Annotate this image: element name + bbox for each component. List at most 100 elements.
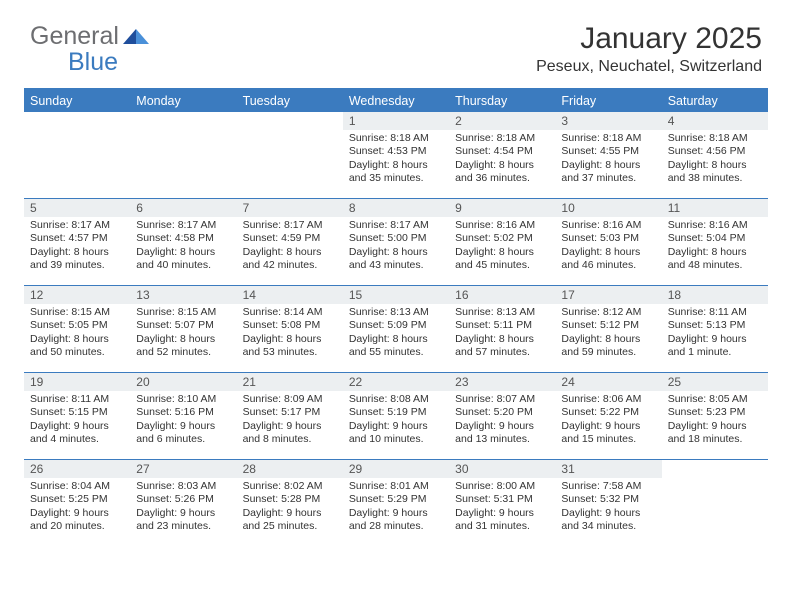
sunrise-text: Sunrise: 8:11 AM bbox=[668, 306, 762, 319]
sunrise-text: Sunrise: 7:58 AM bbox=[561, 480, 655, 493]
day-info: Sunrise: 8:18 AMSunset: 4:54 PMDaylight:… bbox=[449, 130, 555, 190]
sunset-text: Sunset: 4:58 PM bbox=[136, 232, 230, 245]
day-info: Sunrise: 8:18 AMSunset: 4:55 PMDaylight:… bbox=[555, 130, 661, 190]
sunrise-text: Sunrise: 8:16 AM bbox=[455, 219, 549, 232]
sunset-text: Sunset: 4:53 PM bbox=[349, 145, 443, 158]
sunrise-text: Sunrise: 8:16 AM bbox=[561, 219, 655, 232]
dayhead-tue: Tuesday bbox=[237, 90, 343, 112]
sunset-text: Sunset: 5:17 PM bbox=[243, 406, 337, 419]
sunrise-text: Sunrise: 8:18 AM bbox=[561, 132, 655, 145]
day-cell: 19Sunrise: 8:11 AMSunset: 5:15 PMDayligh… bbox=[24, 373, 130, 459]
day-header-row: Sunday Monday Tuesday Wednesday Thursday… bbox=[24, 90, 768, 112]
day-number: 10 bbox=[555, 199, 661, 217]
sunrise-text: Sunrise: 8:06 AM bbox=[561, 393, 655, 406]
weeks-container: 1Sunrise: 8:18 AMSunset: 4:53 PMDaylight… bbox=[24, 112, 768, 546]
sunrise-text: Sunrise: 8:00 AM bbox=[455, 480, 549, 493]
daylight-text: Daylight: 9 hours and 15 minutes. bbox=[561, 420, 655, 447]
sunset-text: Sunset: 5:20 PM bbox=[455, 406, 549, 419]
day-number: 9 bbox=[449, 199, 555, 217]
day-number: 16 bbox=[449, 286, 555, 304]
daylight-text: Daylight: 9 hours and 25 minutes. bbox=[243, 507, 337, 534]
day-number bbox=[662, 460, 768, 478]
day-number: 26 bbox=[24, 460, 130, 478]
day-info: Sunrise: 8:09 AMSunset: 5:17 PMDaylight:… bbox=[237, 391, 343, 451]
day-cell: 25Sunrise: 8:05 AMSunset: 5:23 PMDayligh… bbox=[662, 373, 768, 459]
week-row: 26Sunrise: 8:04 AMSunset: 5:25 PMDayligh… bbox=[24, 460, 768, 546]
day-cell: 23Sunrise: 8:07 AMSunset: 5:20 PMDayligh… bbox=[449, 373, 555, 459]
week-row: 19Sunrise: 8:11 AMSunset: 5:15 PMDayligh… bbox=[24, 373, 768, 460]
sunrise-text: Sunrise: 8:17 AM bbox=[243, 219, 337, 232]
sunrise-text: Sunrise: 8:05 AM bbox=[668, 393, 762, 406]
day-cell: 17Sunrise: 8:12 AMSunset: 5:12 PMDayligh… bbox=[555, 286, 661, 372]
brand-logo: General bbox=[30, 22, 149, 51]
sunset-text: Sunset: 5:16 PM bbox=[136, 406, 230, 419]
day-cell bbox=[662, 460, 768, 546]
day-info: Sunrise: 8:17 AMSunset: 4:57 PMDaylight:… bbox=[24, 217, 130, 277]
day-number: 12 bbox=[24, 286, 130, 304]
sunset-text: Sunset: 5:09 PM bbox=[349, 319, 443, 332]
day-cell: 20Sunrise: 8:10 AMSunset: 5:16 PMDayligh… bbox=[130, 373, 236, 459]
day-number: 30 bbox=[449, 460, 555, 478]
day-cell: 12Sunrise: 8:15 AMSunset: 5:05 PMDayligh… bbox=[24, 286, 130, 372]
day-cell: 26Sunrise: 8:04 AMSunset: 5:25 PMDayligh… bbox=[24, 460, 130, 546]
day-cell: 4Sunrise: 8:18 AMSunset: 4:56 PMDaylight… bbox=[662, 112, 768, 198]
sunrise-text: Sunrise: 8:17 AM bbox=[349, 219, 443, 232]
dayhead-thu: Thursday bbox=[449, 90, 555, 112]
sunrise-text: Sunrise: 8:08 AM bbox=[349, 393, 443, 406]
sunrise-text: Sunrise: 8:09 AM bbox=[243, 393, 337, 406]
daylight-text: Daylight: 9 hours and 10 minutes. bbox=[349, 420, 443, 447]
day-info: Sunrise: 8:04 AMSunset: 5:25 PMDaylight:… bbox=[24, 478, 130, 538]
day-number: 7 bbox=[237, 199, 343, 217]
day-cell: 21Sunrise: 8:09 AMSunset: 5:17 PMDayligh… bbox=[237, 373, 343, 459]
title-block: January 2025 Peseux, Neuchatel, Switzerl… bbox=[536, 22, 762, 76]
calendar: Sunday Monday Tuesday Wednesday Thursday… bbox=[24, 88, 768, 546]
day-info: Sunrise: 8:11 AMSunset: 5:15 PMDaylight:… bbox=[24, 391, 130, 451]
dayhead-fri: Friday bbox=[555, 90, 661, 112]
daylight-text: Daylight: 8 hours and 55 minutes. bbox=[349, 333, 443, 360]
daylight-text: Daylight: 8 hours and 45 minutes. bbox=[455, 246, 549, 273]
day-info: Sunrise: 8:10 AMSunset: 5:16 PMDaylight:… bbox=[130, 391, 236, 451]
day-cell: 14Sunrise: 8:14 AMSunset: 5:08 PMDayligh… bbox=[237, 286, 343, 372]
day-number: 13 bbox=[130, 286, 236, 304]
week-row: 1Sunrise: 8:18 AMSunset: 4:53 PMDaylight… bbox=[24, 112, 768, 199]
day-number: 2 bbox=[449, 112, 555, 130]
day-number: 24 bbox=[555, 373, 661, 391]
day-number: 1 bbox=[343, 112, 449, 130]
day-cell: 31Sunrise: 7:58 AMSunset: 5:32 PMDayligh… bbox=[555, 460, 661, 546]
day-cell: 5Sunrise: 8:17 AMSunset: 4:57 PMDaylight… bbox=[24, 199, 130, 285]
sunset-text: Sunset: 5:31 PM bbox=[455, 493, 549, 506]
sunrise-text: Sunrise: 8:16 AM bbox=[668, 219, 762, 232]
sunrise-text: Sunrise: 8:18 AM bbox=[668, 132, 762, 145]
day-info: Sunrise: 8:02 AMSunset: 5:28 PMDaylight:… bbox=[237, 478, 343, 538]
sunset-text: Sunset: 5:12 PM bbox=[561, 319, 655, 332]
sunrise-text: Sunrise: 8:15 AM bbox=[136, 306, 230, 319]
sunset-text: Sunset: 5:05 PM bbox=[30, 319, 124, 332]
sunset-text: Sunset: 5:11 PM bbox=[455, 319, 549, 332]
day-cell: 29Sunrise: 8:01 AMSunset: 5:29 PMDayligh… bbox=[343, 460, 449, 546]
brand-part2: Blue bbox=[68, 48, 118, 77]
daylight-text: Daylight: 9 hours and 1 minute. bbox=[668, 333, 762, 360]
sunset-text: Sunset: 5:29 PM bbox=[349, 493, 443, 506]
day-info: Sunrise: 8:17 AMSunset: 4:58 PMDaylight:… bbox=[130, 217, 236, 277]
daylight-text: Daylight: 9 hours and 13 minutes. bbox=[455, 420, 549, 447]
sunset-text: Sunset: 5:28 PM bbox=[243, 493, 337, 506]
sunrise-text: Sunrise: 8:18 AM bbox=[349, 132, 443, 145]
daylight-text: Daylight: 8 hours and 35 minutes. bbox=[349, 159, 443, 186]
sunrise-text: Sunrise: 8:11 AM bbox=[30, 393, 124, 406]
sunrise-text: Sunrise: 8:10 AM bbox=[136, 393, 230, 406]
day-cell bbox=[130, 112, 236, 198]
day-info: Sunrise: 8:15 AMSunset: 5:07 PMDaylight:… bbox=[130, 304, 236, 364]
brand-part1: General bbox=[30, 22, 119, 51]
daylight-text: Daylight: 9 hours and 23 minutes. bbox=[136, 507, 230, 534]
day-info: Sunrise: 8:18 AMSunset: 4:53 PMDaylight:… bbox=[343, 130, 449, 190]
sunrise-text: Sunrise: 8:13 AM bbox=[455, 306, 549, 319]
day-cell: 7Sunrise: 8:17 AMSunset: 4:59 PMDaylight… bbox=[237, 199, 343, 285]
day-number: 28 bbox=[237, 460, 343, 478]
daylight-text: Daylight: 8 hours and 48 minutes. bbox=[668, 246, 762, 273]
day-info: Sunrise: 8:07 AMSunset: 5:20 PMDaylight:… bbox=[449, 391, 555, 451]
day-info: Sunrise: 8:01 AMSunset: 5:29 PMDaylight:… bbox=[343, 478, 449, 538]
dayhead-sat: Saturday bbox=[662, 90, 768, 112]
brand-mark-icon bbox=[123, 22, 149, 51]
day-cell: 6Sunrise: 8:17 AMSunset: 4:58 PMDaylight… bbox=[130, 199, 236, 285]
day-number: 14 bbox=[237, 286, 343, 304]
